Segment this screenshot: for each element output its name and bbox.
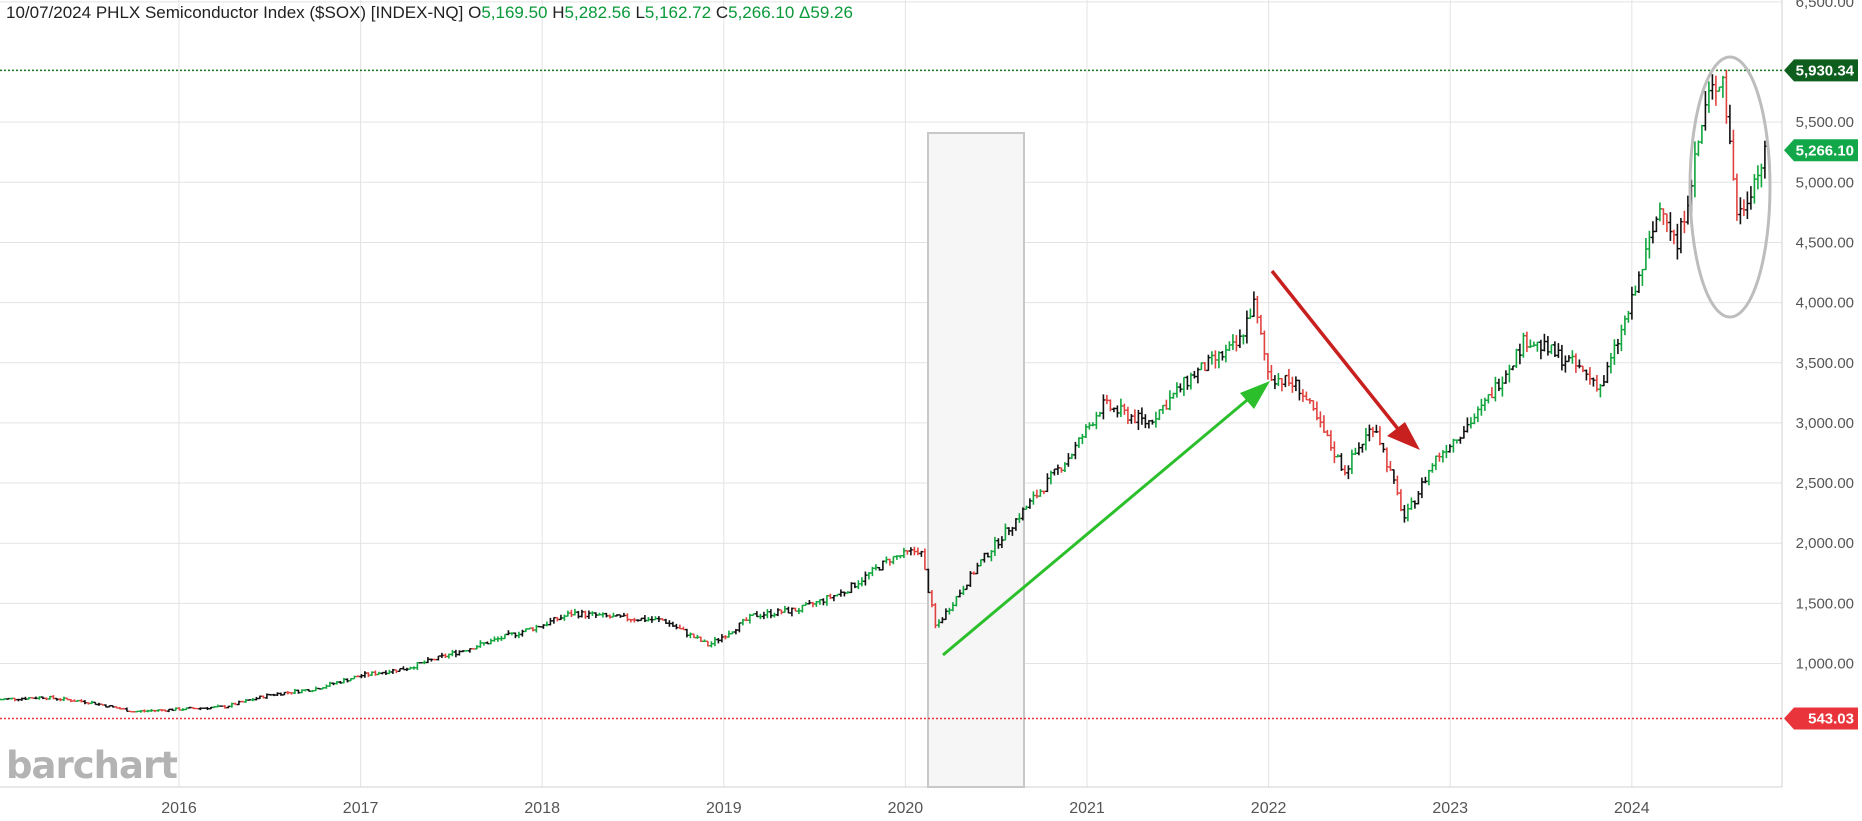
y-tick-label: 5,000.00 bbox=[1796, 174, 1854, 191]
header-high-label: H bbox=[552, 3, 565, 22]
period-high-tag-label: 5,930.34 bbox=[1796, 62, 1855, 79]
price-level-lines bbox=[0, 69, 1782, 720]
x-tick-label: 2023 bbox=[1432, 800, 1468, 817]
chart-grid bbox=[0, 0, 1783, 788]
y-tick-label: 2,500.00 bbox=[1796, 475, 1854, 492]
y-tick-label: 5,500.00 bbox=[1796, 114, 1854, 131]
header-close-value: 5,266.10 bbox=[728, 3, 795, 22]
x-tick-label: 2024 bbox=[1614, 800, 1650, 817]
x-tick-label: 2017 bbox=[343, 800, 379, 817]
downtrend-arrow-head bbox=[1387, 422, 1420, 450]
x-tick-label: 2019 bbox=[706, 800, 742, 817]
header-low-value: 5,162.72 bbox=[644, 3, 712, 22]
header-open-label: O bbox=[468, 3, 482, 22]
x-tick-label: 2018 bbox=[524, 800, 560, 817]
barchart-logo: barchart bbox=[6, 744, 177, 787]
period-low-tag-bg bbox=[1784, 707, 1858, 730]
header-high-value: 5,282.56 bbox=[564, 3, 631, 22]
period-low-tag-label: 543.03 bbox=[1808, 710, 1854, 727]
header-instrument: PHLX Semiconductor Index ($SOX) [INDEX-N… bbox=[95, 3, 464, 22]
uptrend-arrow-head bbox=[1240, 381, 1270, 409]
header-change-label: Δ bbox=[799, 3, 811, 22]
last-price-tag-bg bbox=[1784, 139, 1858, 162]
y-tick-label: 4,000.00 bbox=[1796, 295, 1854, 312]
recent-peak-circle bbox=[1688, 55, 1772, 319]
ohlc-header: 10/07/2024 PHLX Semiconductor Index ($SO… bbox=[6, 3, 853, 23]
last-price-tag-label: 5,266.10 bbox=[1796, 142, 1854, 159]
header-low-label: L bbox=[635, 3, 645, 22]
header-close-label: C bbox=[715, 3, 729, 22]
downtrend-arrow bbox=[1270, 269, 1404, 436]
x-axis: 2016 2017 2018 2019 2020 2021 2022 2023 2024 bbox=[161, 800, 1649, 817]
y-tick-label: 2,000.00 bbox=[1796, 535, 1854, 552]
x-tick-label: 2021 bbox=[1069, 800, 1105, 817]
y-tick-label: 3,500.00 bbox=[1796, 355, 1854, 372]
x-tick-label: 2020 bbox=[888, 800, 924, 817]
ohlc-bars bbox=[0, 69, 1767, 713]
period-high-tag-bg bbox=[1784, 59, 1858, 82]
price-tags: 5,930.34 5,266.10 543.03 bbox=[1784, 59, 1858, 730]
x-tick-label: 2016 bbox=[161, 800, 197, 817]
annotations bbox=[942, 55, 1772, 657]
y-tick-label: 3,000.00 bbox=[1796, 415, 1854, 432]
header-date: 10/07/2024 bbox=[6, 3, 92, 22]
y-axis: 1,000.00 1,500.00 2,000.00 2,500.00 3,000.00… bbox=[1796, 0, 1854, 673]
uptrend-arrow bbox=[942, 383, 1266, 657]
y-tick-label: 4,500.00 bbox=[1796, 234, 1854, 251]
y-tick-label: 1,000.00 bbox=[1796, 656, 1854, 673]
covid-highlight-box bbox=[927, 132, 1025, 788]
y-tick-label: 1,500.00 bbox=[1796, 595, 1854, 612]
header-open-value: 5,169.50 bbox=[481, 3, 548, 22]
y-tick-label: 6,500.00 bbox=[1796, 0, 1854, 11]
header-change-value: 59.26 bbox=[810, 3, 853, 22]
x-tick-label: 2022 bbox=[1251, 800, 1287, 817]
